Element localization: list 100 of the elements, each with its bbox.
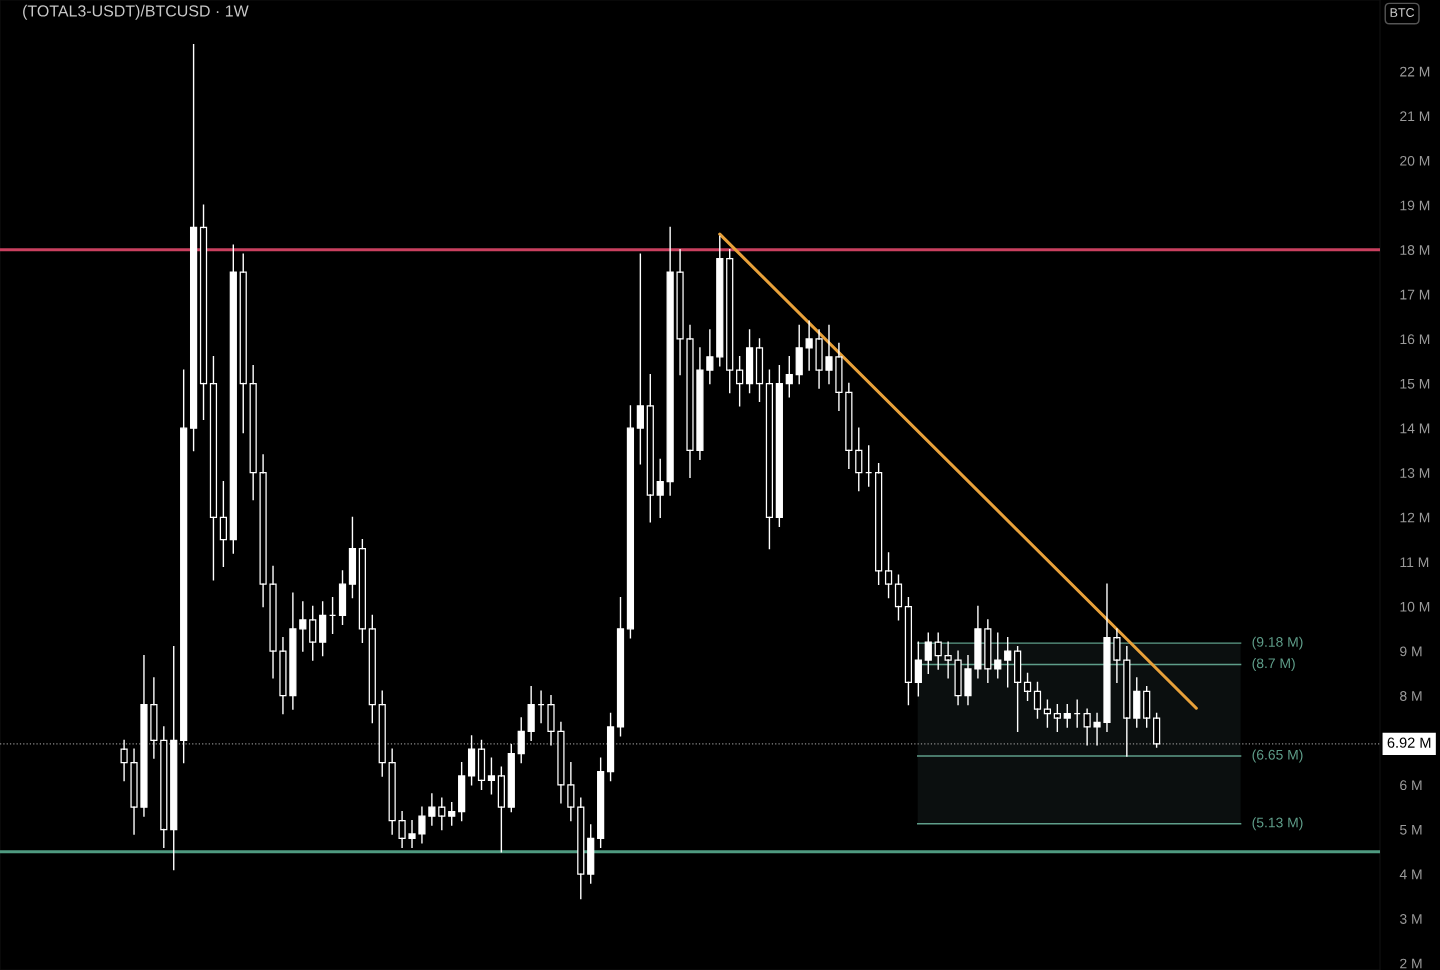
y-tick-label: 10 M <box>1400 601 1430 612</box>
ref-line-label: (5.13 M) <box>1252 817 1303 831</box>
candlestick <box>914 641 922 697</box>
candlestick <box>1053 703 1061 733</box>
candlestick <box>368 614 376 724</box>
candlestick <box>467 735 476 786</box>
y-tick-label: 6 M <box>1400 780 1422 791</box>
candlestick <box>120 739 128 782</box>
candlestick <box>636 253 644 465</box>
candlestick <box>597 757 605 849</box>
candlestick <box>497 766 505 853</box>
y-tick-label: 4 M <box>1399 869 1422 880</box>
candlestick <box>795 324 803 385</box>
y-tick-label: 3 M <box>1399 914 1422 924</box>
candlestick <box>1043 699 1052 728</box>
candlestick <box>527 686 535 742</box>
candlestick <box>765 369 774 550</box>
candlestick <box>189 43 198 452</box>
ref-line-label: 6.92 M <box>1387 737 1431 748</box>
candlestick <box>974 605 982 679</box>
candlestick <box>1093 712 1101 746</box>
candlestick <box>378 690 386 777</box>
candlestick <box>140 654 148 817</box>
candlestick <box>1004 637 1012 688</box>
candlestick <box>487 757 496 795</box>
candlestick <box>358 538 366 643</box>
candlestick <box>875 463 883 585</box>
y-tick-label: 16 M <box>1400 334 1430 345</box>
candlestick <box>418 806 426 844</box>
candlestick <box>606 712 615 782</box>
candlestick <box>408 819 416 849</box>
candlestick <box>567 761 575 822</box>
candlestick <box>1123 645 1131 757</box>
y-tick-label: 11 M <box>1400 557 1429 567</box>
candlestick <box>815 329 823 389</box>
y-tick-label: 18 M <box>1400 245 1430 255</box>
candlestick <box>745 329 754 394</box>
candlestick <box>656 458 664 519</box>
candlestick <box>219 480 227 568</box>
candlestick <box>269 565 277 679</box>
candlestick <box>855 427 863 492</box>
candlestick <box>626 405 635 639</box>
candlestick <box>686 324 694 478</box>
candlestick <box>180 369 188 764</box>
candlestick <box>666 226 674 496</box>
candlestick <box>716 235 724 367</box>
text: BTC <box>1390 8 1415 17</box>
candlestick <box>736 356 744 407</box>
candlestick <box>785 356 793 398</box>
ref-line-label: (8.7 M) <box>1252 658 1295 671</box>
y-tick-label: 13 M <box>1400 468 1430 478</box>
y-tick-label: 17 M <box>1400 289 1430 300</box>
candlestick <box>676 249 684 376</box>
candlestick <box>199 204 208 420</box>
candlestick <box>984 619 992 684</box>
candlestick <box>289 592 297 710</box>
candlestick <box>1153 712 1161 748</box>
candlestick <box>706 329 714 385</box>
candlestick <box>309 605 317 661</box>
candlestick <box>517 717 525 764</box>
y-tick-label: 19 M <box>1400 200 1430 211</box>
candlestick <box>130 748 138 835</box>
candlestick <box>726 249 734 394</box>
candlestick <box>1113 628 1121 684</box>
chart-title: (TOTAL3-USDT)/BTCUSD · 1W <box>23 4 249 20</box>
candlestick <box>229 244 237 554</box>
candlestick <box>348 516 357 599</box>
candlestick <box>259 454 267 608</box>
candlestick <box>398 810 406 849</box>
candlestick <box>616 596 625 737</box>
y-tick-label: 2 M <box>1400 958 1422 969</box>
candlestick <box>904 596 913 706</box>
candlestick <box>954 650 962 706</box>
candlestick <box>150 677 158 759</box>
candlestick <box>894 574 903 621</box>
candlestick <box>319 601 327 657</box>
candlestick <box>835 342 843 411</box>
candlestick <box>388 748 396 835</box>
candlestick <box>170 645 178 871</box>
candlestick <box>845 382 853 469</box>
candlestick <box>438 797 446 831</box>
y-tick-label: 12 M <box>1400 512 1430 523</box>
candlestick <box>1083 708 1091 746</box>
y-tick-label: 21 M <box>1400 111 1430 121</box>
candlestick <box>577 797 585 900</box>
y-tick-label: 14 M <box>1400 423 1430 434</box>
candlestick <box>249 365 257 501</box>
candlestick <box>1133 677 1141 728</box>
candlestick <box>587 824 595 884</box>
y-tick-label: 20 M <box>1400 155 1430 166</box>
candlestick <box>646 373 654 523</box>
ref-line-label: (9.18 M) <box>1252 636 1303 650</box>
candlestick <box>279 637 287 715</box>
candlestick <box>994 632 1002 679</box>
candlestick <box>547 695 555 746</box>
ref-line-label: (6.65 M) <box>1252 749 1303 763</box>
candlestick <box>944 641 952 679</box>
candlestick <box>1103 583 1111 733</box>
candlestick <box>924 632 932 675</box>
y-tick-label: 8 M <box>1400 691 1422 701</box>
